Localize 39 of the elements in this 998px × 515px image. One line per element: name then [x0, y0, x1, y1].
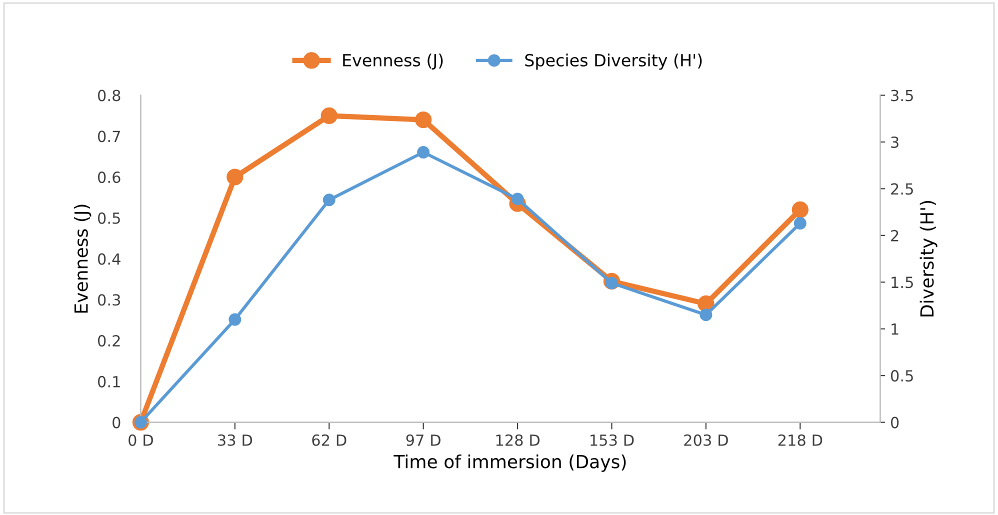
point — [320, 107, 338, 124]
point — [226, 168, 244, 186]
y-tick-label: 0.2 — [98, 335, 120, 347]
legend-label: Evenness (J) — [343, 54, 443, 70]
y2-tick-label: 2 — [891, 230, 898, 242]
y2-tick-label: 3.5 — [891, 90, 913, 102]
y-tick-label: 0.3 — [98, 294, 120, 306]
y-axis-title: Evenness (J) — [74, 204, 92, 313]
y2-tick-label: 2.5 — [891, 183, 913, 195]
y-tick-label: 0.1 — [98, 376, 120, 388]
point — [417, 146, 430, 159]
point — [322, 194, 336, 206]
y-tick-label: 0 — [112, 416, 120, 428]
y2-axis-title: Diversity (H') — [920, 200, 938, 316]
x-tick-label: 203 D — [684, 434, 728, 446]
y2-tick-label: 0.5 — [890, 370, 913, 382]
x-axis-title: Time of immersion (Days) — [394, 454, 626, 472]
point — [228, 313, 242, 326]
x-tick-label: 128 D — [496, 434, 540, 446]
y-tick-label: 0.7 — [98, 130, 120, 142]
x-tick-label: 97 D — [406, 434, 440, 446]
y-tick-label: 0.6 — [98, 171, 120, 184]
y-tick-label: 0.8 — [98, 90, 120, 102]
x-tick-label: 62 D — [312, 434, 346, 446]
y2-tick-label: 3 — [891, 136, 898, 148]
point — [415, 111, 432, 128]
y2-tick-label: 1.5 — [892, 276, 913, 288]
x-tick-label: 0 D — [128, 434, 153, 446]
y-tick-label: 0.4 — [98, 253, 120, 265]
x-tick-label: 153 D — [590, 434, 634, 446]
point — [700, 308, 712, 322]
y2-tick-label: 1 — [892, 324, 898, 335]
legend-label: Species Diversity (H') — [525, 54, 702, 70]
point — [794, 217, 806, 230]
point — [792, 201, 808, 218]
y2-tick-label: 0 — [890, 416, 899, 428]
y-tick-label: 0.5 — [98, 212, 120, 224]
x-tick-label: 218 D — [778, 434, 822, 446]
x-tick-label: 33 D — [218, 434, 252, 446]
